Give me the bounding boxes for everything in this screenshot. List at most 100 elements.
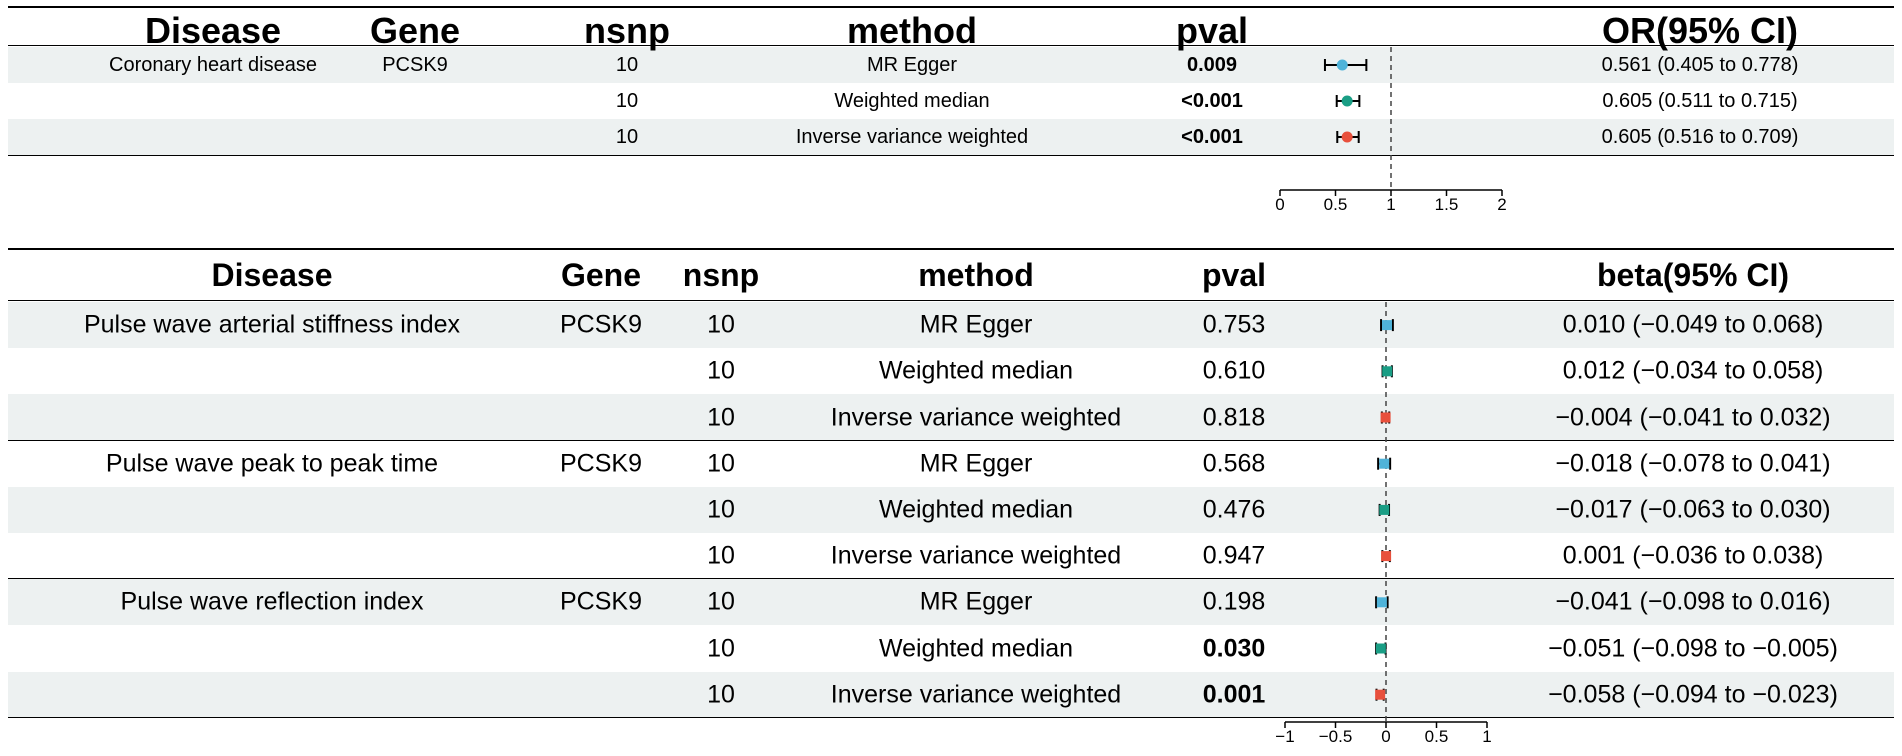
column-header-nsnp: nsnp	[682, 257, 760, 293]
cell-gene: PCSK9	[560, 310, 642, 339]
cell-ci: 0.561 (0.405 to 0.778)	[1601, 54, 1799, 76]
cell-method: Weighted median	[878, 356, 1074, 385]
point-estimate	[1375, 689, 1386, 700]
table-end-rule	[8, 717, 1894, 718]
cell-nsnp: 10	[707, 310, 735, 339]
cell-pval: 0.818	[1202, 403, 1266, 431]
cell-method: MR Egger	[919, 310, 1033, 339]
point-estimate	[1341, 131, 1353, 143]
cell-nsnp: 10	[615, 90, 639, 112]
cell-gene: PCSK9	[382, 54, 448, 76]
cell-ci: 0.605 (0.511 to 0.715)	[1602, 90, 1798, 112]
header-bottom-rule	[8, 45, 1894, 46]
x-tick-label: 0.5	[1425, 727, 1449, 746]
cell-disease: Coronary heart disease	[109, 54, 317, 76]
cell-ci: −0.041 (−0.098 to 0.016)	[1555, 587, 1831, 616]
header-bottom-rule	[8, 300, 1894, 301]
cell-method: MR Egger	[919, 587, 1033, 616]
point-estimate	[1375, 643, 1386, 654]
cell-disease: Pulse wave reflection index	[120, 587, 424, 616]
cell-pval: <0.001	[1181, 90, 1243, 112]
cell-disease: Pulse wave arterial stiffness index	[83, 310, 461, 339]
cell-ci: −0.058 (−0.094 to −0.023)	[1548, 680, 1838, 709]
row-background	[8, 302, 1894, 349]
cell-ci: 0.001 (−0.036 to 0.038)	[1562, 541, 1824, 570]
point-estimate	[1379, 504, 1390, 515]
point-estimate	[1379, 458, 1390, 469]
column-header-method: method	[847, 10, 977, 51]
cell-ci: 0.012 (−0.034 to 0.058)	[1562, 356, 1824, 385]
cell-pval: 0.030	[1202, 634, 1266, 662]
forest-marks-beta: −1 −0.5 0 0.5 1	[1275, 302, 1492, 746]
group-separator-rule	[8, 439, 1894, 441]
x-tick-label: 0	[1275, 195, 1284, 214]
column-header-disease: Disease	[144, 10, 282, 51]
point-estimate	[1380, 412, 1391, 423]
cell-pval: 0.610	[1202, 356, 1266, 385]
cell-pval: 0.001	[1202, 680, 1266, 709]
column-header-pval: pval	[1201, 257, 1267, 293]
cell-pval: 0.009	[1186, 54, 1238, 76]
row-background	[8, 394, 1894, 441]
cell-nsnp: 10	[707, 356, 735, 385]
column-header-nsnp: nsnp	[584, 10, 670, 51]
cell-ci: −0.051 (−0.098 to −0.005)	[1548, 634, 1838, 662]
row-background	[8, 486, 1894, 533]
group-separator-rule	[8, 578, 1894, 580]
column-header-ci: OR(95% CI)	[1601, 10, 1799, 51]
cell-ci: 0.010 (−0.049 to 0.068)	[1562, 310, 1824, 339]
forest-marks-or: 0 0.5 1 1.5 2	[1275, 47, 1507, 214]
cell-method: Weighted median	[834, 90, 990, 112]
x-tick-label: 0	[1381, 727, 1390, 746]
cell-pval: 0.753	[1202, 310, 1266, 339]
column-header-method: method	[918, 257, 1034, 293]
column-header-disease: Disease	[211, 257, 333, 293]
x-tick-label: 1	[1386, 195, 1395, 214]
cell-gene: PCSK9	[560, 587, 642, 616]
cell-pval: <0.001	[1181, 126, 1243, 148]
row-background	[8, 47, 1894, 83]
cell-ci: −0.018 (−0.078 to 0.041)	[1555, 449, 1831, 478]
point-estimate	[1336, 59, 1348, 71]
cell-nsnp: 10	[707, 541, 735, 570]
cell-method: Inverse variance weighted	[830, 403, 1122, 431]
x-tick-label: 1.5	[1435, 195, 1459, 214]
point-estimate	[1382, 320, 1393, 331]
row-background	[8, 119, 1894, 155]
table-end-rule	[8, 155, 1894, 156]
cell-nsnp: 10	[615, 54, 639, 76]
row-background	[8, 579, 1894, 626]
cell-pval: 0.476	[1202, 495, 1266, 524]
cell-pval: 0.947	[1202, 541, 1266, 570]
column-header-ci: beta(95% CI)	[1596, 257, 1790, 293]
cell-nsnp: 10	[707, 587, 735, 616]
cell-ci: −0.004 (−0.041 to 0.032)	[1555, 403, 1831, 431]
cell-method: MR Egger	[866, 54, 958, 76]
cell-nsnp: 10	[615, 126, 639, 148]
cell-method: Weighted median	[878, 634, 1074, 662]
point-estimate	[1341, 95, 1353, 107]
cell-nsnp: 10	[707, 680, 735, 709]
cell-nsnp: 10	[707, 495, 735, 524]
cell-disease: Pulse wave peak to peak time	[105, 449, 439, 478]
cell-method: Weighted median	[878, 495, 1074, 524]
cell-nsnp: 10	[707, 449, 735, 478]
header-top-rule	[8, 248, 1894, 250]
cell-method: MR Egger	[919, 449, 1033, 478]
x-tick-label: 0.5	[1324, 195, 1348, 214]
x-tick-label: 1	[1482, 727, 1491, 746]
x-tick-label: 2	[1497, 195, 1506, 214]
cell-method: Inverse variance weighted	[795, 126, 1029, 148]
column-header-gene: Gene	[369, 10, 461, 51]
row-background	[8, 671, 1894, 718]
point-estimate	[1381, 551, 1392, 562]
cell-method: Inverse variance weighted	[830, 541, 1122, 570]
column-header-pval: pval	[1175, 10, 1249, 51]
cell-pval: 0.198	[1202, 587, 1266, 616]
cell-ci: −0.017 (−0.063 to 0.030)	[1555, 495, 1831, 524]
cell-nsnp: 10	[707, 634, 735, 662]
x-tick-label: −1	[1275, 727, 1294, 746]
